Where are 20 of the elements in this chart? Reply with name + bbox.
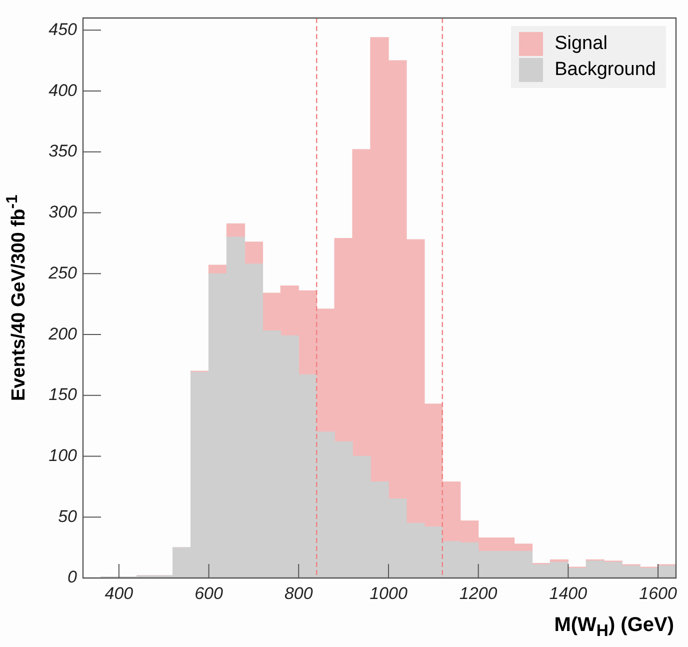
x-axis-title: M(W$_{H}$) (GeV)	[554, 614, 674, 641]
y-tick-label: 0	[68, 568, 78, 587]
x-tick-label: 1000	[370, 584, 408, 603]
y-tick-label: 450	[48, 20, 78, 39]
y-tick-label: 200	[48, 324, 78, 344]
y-tick-label: 50	[58, 506, 78, 526]
x-tick-label: 800	[284, 584, 314, 603]
y-tick-label: 400	[48, 80, 78, 100]
x-tick-label: 1400	[549, 584, 588, 603]
x-tick-label: 1200	[459, 584, 498, 603]
legend-label: Signal	[554, 33, 608, 55]
y-tick-label: 250	[48, 263, 78, 282]
y-tick-label: 300	[48, 202, 78, 222]
y-tick-label: 350	[48, 142, 78, 161]
x-tick-label: 600	[194, 584, 224, 603]
y-tick-label: 150	[48, 385, 78, 404]
y-tick-label: 100	[48, 446, 78, 465]
legend-label: Background	[554, 59, 656, 81]
x-tick-label: 1600	[639, 584, 678, 603]
x-tick-label: 400	[104, 584, 134, 603]
